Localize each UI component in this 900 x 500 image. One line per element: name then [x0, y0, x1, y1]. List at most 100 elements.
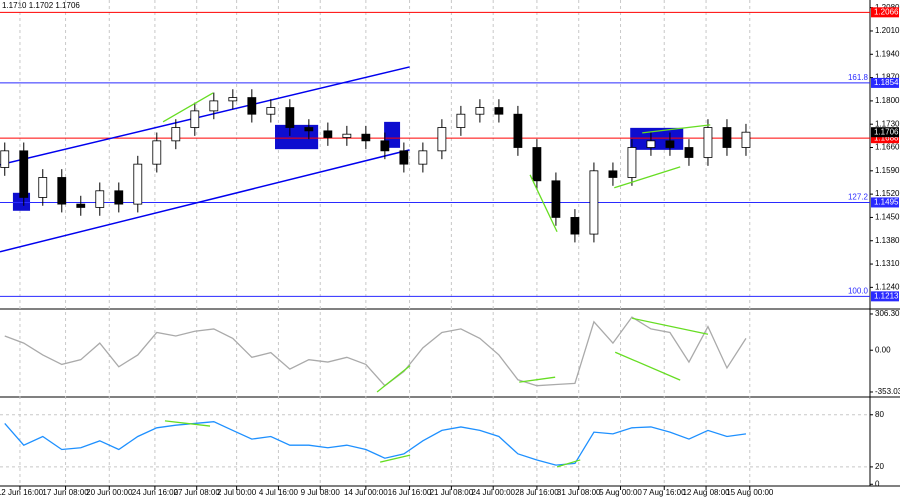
divergence-line [614, 166, 681, 189]
y-tick-label: 1.1940 [875, 49, 900, 58]
candle-body [684, 147, 694, 158]
candle-body [608, 170, 618, 178]
x-tick-label: 5 Aug 00:00 [599, 488, 642, 497]
x-tick-label: 12 Jun 16:00 [0, 488, 44, 497]
y-tick-label: 1.1590 [875, 166, 900, 175]
candle-body [171, 127, 181, 142]
y-tick-label: 1.1310 [875, 259, 900, 268]
candle-body [133, 163, 143, 205]
y-tick-label: 1.1660 [875, 143, 900, 152]
trendline [0, 66, 410, 166]
x-tick-label: 7 Aug 16:00 [643, 488, 686, 497]
candle-body [703, 127, 713, 158]
level-label-box [871, 7, 899, 18]
trendline [0, 149, 410, 253]
candle-body [38, 177, 48, 198]
candle-body [361, 133, 371, 142]
candle-body [285, 107, 295, 128]
level-ratio: 100.0 [848, 286, 869, 295]
divergence-line [379, 454, 411, 463]
candle-body [475, 107, 485, 115]
candle-body [380, 140, 390, 152]
x-tick-label: 14 Jul 00:00 [344, 488, 388, 497]
candle-body [722, 127, 732, 148]
y-tick-label: 1.1240 [875, 282, 900, 291]
candle-body [209, 100, 219, 112]
divergence-line [376, 365, 411, 393]
candle-body [570, 217, 580, 235]
y-tick-label: 1.1730 [875, 119, 900, 128]
level-ratio: 161.8 [848, 73, 869, 82]
x-tick-label: 31 Jul 08:00 [557, 488, 601, 497]
level-label: 1.1213 [874, 291, 899, 300]
candle-body [665, 140, 675, 148]
x-tick-label: 12 Aug 08:00 [682, 488, 730, 497]
candle-body [589, 170, 599, 235]
x-tick-label: 27 Jun 08:00 [174, 488, 221, 497]
level-label-box [871, 197, 899, 208]
divergence-line [519, 376, 556, 383]
cci-line [4, 316, 747, 387]
candle-body [190, 110, 200, 128]
x-tick-label: 24 Jun 16:00 [132, 488, 179, 497]
candle-body [418, 150, 428, 165]
candle-body [513, 113, 523, 148]
y-tick-label: 1.2080 [875, 3, 900, 12]
x-tick-label: 9 Jul 08:00 [301, 488, 341, 497]
divergence-line [614, 351, 681, 381]
candle-body [228, 97, 238, 102]
candle-body [456, 113, 466, 128]
level-label-box [871, 77, 899, 88]
y-tick-label: 20 [875, 462, 884, 471]
divergence-line [162, 92, 214, 123]
candle-body [399, 150, 409, 165]
candle-body [0, 150, 10, 168]
candle-body [266, 107, 276, 115]
x-tick-label: 21 Jul 08:00 [430, 488, 474, 497]
rsi-line [4, 421, 747, 466]
y-tick-label: 0 [875, 479, 880, 488]
candle-body [19, 150, 29, 198]
y-tick-label: 0.00 [875, 345, 891, 354]
divergence-line [642, 124, 711, 134]
x-tick-label: 17 Jun 08:00 [42, 488, 89, 497]
y-tick-label: 1.2010 [875, 26, 900, 35]
y-tick-label: 1.1870 [875, 73, 900, 82]
y-tick-label: 80 [875, 410, 884, 419]
y-tick-label: 306.3051 [875, 309, 900, 318]
divergence-line [556, 459, 581, 468]
level-label: 1.1854 [874, 78, 899, 87]
candle-body [551, 180, 561, 218]
candle-body [627, 147, 637, 178]
x-tick-label: 4 Jul 16:00 [259, 488, 299, 497]
candle-body [247, 97, 257, 115]
candle-body [494, 107, 504, 115]
candle-body [741, 131, 751, 148]
level-label: 1.1688 [874, 133, 899, 142]
candle-body [114, 190, 124, 205]
x-tick-label: 2 Jul 00:00 [217, 488, 257, 497]
x-tick-label: 24 Jul 00:00 [471, 488, 515, 497]
y-tick-label: 1.1520 [875, 189, 900, 198]
y-tick-label: 1.1450 [875, 213, 900, 222]
candle-body [304, 127, 314, 132]
candle-body [323, 130, 333, 138]
candle-body [437, 127, 447, 152]
y-tick-label: 1.1380 [875, 236, 900, 245]
candle-body [646, 140, 656, 148]
candle-body [342, 133, 352, 138]
candle-body [95, 190, 105, 208]
level-label: 1.1495 [874, 198, 899, 207]
header-text: 1.1710 1.1702 1.1706 [2, 1, 80, 10]
last-price-label: 1.1706 [874, 127, 899, 136]
level-ratio: 127.2 [848, 193, 869, 202]
divergence-line [164, 420, 211, 427]
x-tick-label: 20 Jun 00:00 [86, 488, 133, 497]
divergence-line [631, 317, 709, 335]
x-tick-label: 15 Aug 00:00 [726, 488, 774, 497]
x-tick-label: 28 Jul 16:00 [515, 488, 559, 497]
candle-body [57, 177, 67, 205]
level-label-box [871, 291, 899, 302]
